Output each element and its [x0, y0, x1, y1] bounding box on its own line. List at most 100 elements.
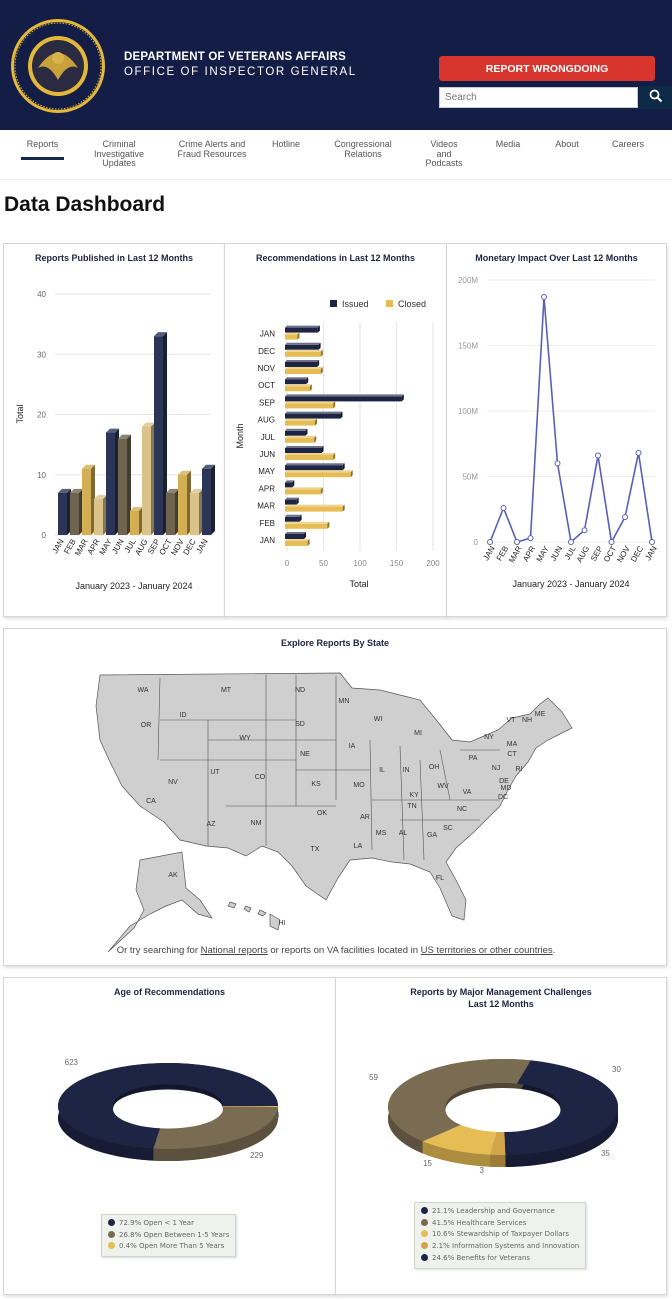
legend-item[interactable]: 41.5% Healthcare Services — [421, 1218, 579, 1230]
pie-icon — [421, 1230, 428, 1238]
legend-item[interactable]: 21.1% Leadership and Governance — [421, 1206, 579, 1218]
state-in[interactable]: IN — [403, 767, 410, 774]
state-wa[interactable]: WA — [137, 687, 148, 694]
state-mi[interactable]: MI — [414, 730, 422, 737]
bar-top — [285, 521, 330, 524]
legend-item[interactable]: 10.6% Stewardship of Taxpayer Dollars — [421, 1229, 579, 1241]
state-il[interactable]: IL — [379, 767, 385, 774]
legend-item[interactable]: 0.4% Open More Than 5 Years — [108, 1241, 229, 1253]
nav-videos-podcasts[interactable]: Videos and Podcasts — [425, 139, 463, 169]
y-tick-label: FEB — [259, 519, 275, 528]
legend-label: 21.1% Leadership and Governance — [432, 1207, 555, 1215]
state-co[interactable]: CO — [255, 774, 266, 781]
us-state-map[interactable]: WA OR ID MT ND MN WI MI SD WY NE IA IL IN OH PA NY VT NHME… — [3, 628, 667, 966]
state-al[interactable]: AL — [399, 830, 408, 837]
pie-icon — [421, 1207, 428, 1214]
state-nh[interactable]: NH — [522, 717, 532, 724]
oig-seal-logo[interactable] — [10, 18, 106, 114]
data-point — [622, 514, 628, 521]
state-ms[interactable]: MS — [376, 830, 387, 837]
bar-top — [130, 506, 143, 511]
slice-value-label: 623 — [65, 1058, 79, 1067]
state-me[interactable]: ME — [535, 711, 546, 718]
slice-value-label: 15 — [423, 1159, 432, 1168]
slice-leadership-and-governance — [516, 1060, 618, 1107]
search-button[interactable] — [639, 86, 672, 109]
bar-closed — [285, 455, 334, 460]
state-tn[interactable]: TN — [407, 803, 416, 810]
nav-crime-alerts[interactable]: Crime Alerts and Fraud Resources — [177, 139, 247, 159]
bar-top — [285, 446, 324, 448]
state-mo[interactable]: MO — [353, 782, 365, 789]
state-ak[interactable]: AK — [168, 872, 178, 879]
state-va[interactable]: VA — [463, 789, 472, 796]
state-wy[interactable]: WY — [239, 735, 251, 742]
bar-issued — [285, 396, 402, 402]
legend-label-closed[interactable]: Closed — [398, 299, 426, 309]
state-vt[interactable]: VT — [507, 717, 517, 724]
state-wi[interactable]: WI — [374, 716, 383, 723]
state-ne[interactable]: NE — [300, 751, 310, 758]
state-ks[interactable]: KS — [311, 781, 321, 788]
state-oh[interactable]: OH — [429, 764, 440, 771]
state-nd[interactable]: ND — [295, 687, 305, 694]
state-fl[interactable]: FL — [436, 875, 444, 882]
state-nj[interactable]: NJ — [492, 765, 501, 772]
state-ok[interactable]: OK — [317, 810, 327, 817]
state-wv[interactable]: WV — [437, 783, 449, 790]
state-az[interactable]: AZ — [207, 821, 217, 828]
state-sd[interactable]: SD — [295, 721, 305, 728]
legend-item[interactable]: 24.6% Benefits for Veterans — [421, 1253, 579, 1265]
state-pa[interactable]: PA — [469, 755, 478, 762]
state-id[interactable]: ID — [180, 712, 187, 719]
bar-sep — [154, 336, 163, 535]
state-ut[interactable]: UT — [210, 769, 220, 776]
state-dc[interactable]: DC — [498, 794, 508, 801]
donut-hole — [113, 1089, 223, 1129]
legend-item[interactable]: 72.9% Open < 1 Year — [108, 1218, 229, 1230]
state-mn[interactable]: MN — [339, 698, 350, 705]
nav-about[interactable]: About — [555, 139, 579, 149]
search-input[interactable] — [439, 87, 638, 108]
state-ar[interactable]: AR — [360, 814, 370, 821]
state-mt[interactable]: MT — [221, 687, 232, 694]
state-ca[interactable]: CA — [146, 798, 156, 805]
state-nv[interactable]: NV — [168, 779, 178, 786]
national-reports-link[interactable]: National reports — [200, 945, 268, 956]
bar-issued — [285, 516, 300, 522]
bar-side — [292, 480, 295, 488]
state-ma[interactable]: MA — [507, 741, 518, 748]
nav-criminal-investigative-updates[interactable]: Criminal Investigative Updates — [93, 139, 145, 169]
state-or[interactable]: OR — [141, 722, 152, 729]
state-ia[interactable]: IA — [349, 743, 356, 750]
report-wrongdoing-button[interactable]: REPORT WRONGDOING — [439, 56, 655, 81]
us-territories-link[interactable]: US territories or other countries — [420, 945, 553, 956]
bar-top — [94, 494, 107, 499]
state-md[interactable]: MD — [501, 785, 512, 792]
slice-open-more-than-5-years — [222, 1106, 278, 1107]
nav-careers[interactable]: Careers — [611, 139, 644, 149]
state-ct[interactable]: CT — [507, 751, 517, 758]
state-de[interactable]: DE — [499, 778, 509, 785]
state-ri[interactable]: RI — [516, 766, 523, 773]
nav-congressional-relations[interactable]: Congressional Relations — [334, 139, 392, 159]
state-nc[interactable]: NC — [457, 806, 467, 813]
legend-label-issued[interactable]: Issued — [342, 299, 369, 309]
bar-closed — [285, 437, 315, 443]
nav-hotline[interactable]: Hotline — [271, 139, 300, 149]
state-tx[interactable]: TX — [311, 846, 320, 853]
state-nm[interactable]: NM — [251, 820, 262, 827]
legend-item[interactable]: 2.1% Information Systems and Innovation — [421, 1241, 579, 1253]
state-ky[interactable]: KY — [409, 792, 419, 799]
legend-item[interactable]: 26.8% Open Between 1-5 Years — [108, 1230, 229, 1242]
y-tick-label: NOV — [258, 364, 276, 373]
pie-icon — [108, 1230, 115, 1238]
state-sc[interactable]: SC — [443, 825, 453, 832]
state-la[interactable]: LA — [354, 843, 363, 850]
nav-reports[interactable]: Reports — [21, 139, 64, 160]
nav-media[interactable]: Media — [495, 139, 521, 149]
legend-label: 24.6% Benefits for Veterans — [432, 1253, 531, 1262]
state-hi[interactable]: HI — [279, 920, 286, 927]
state-ny[interactable]: NY — [484, 734, 494, 741]
state-ga[interactable]: GA — [427, 832, 437, 839]
